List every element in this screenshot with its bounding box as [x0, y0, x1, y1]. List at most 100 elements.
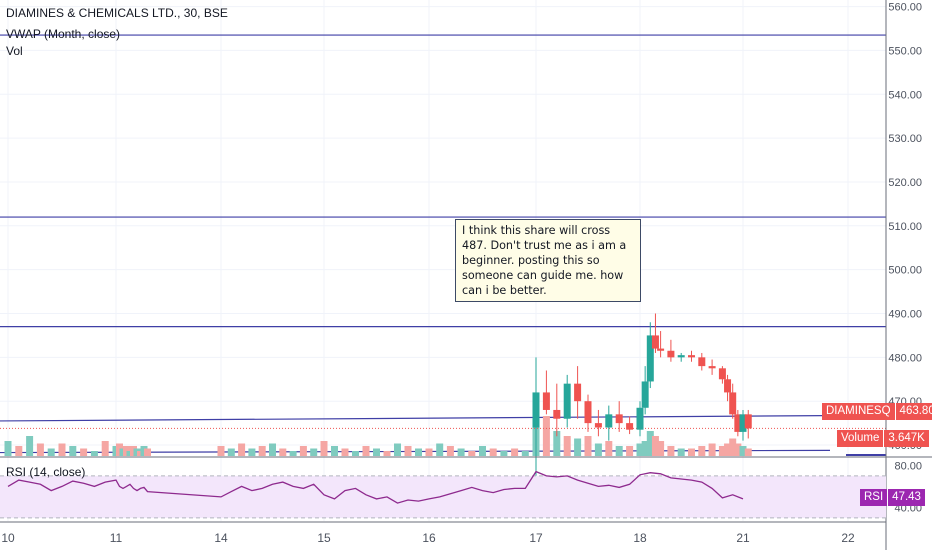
volume-bar [521, 451, 529, 456]
time-tick-label: 22 [841, 531, 855, 545]
volume-bar [688, 448, 695, 456]
volume-bar [729, 438, 737, 456]
volume-bar [69, 446, 77, 456]
volume-bar [489, 448, 497, 456]
volume-bar [4, 441, 12, 456]
volume-bar [258, 446, 266, 456]
volume-bar [373, 448, 380, 456]
volume-bar [553, 431, 561, 456]
volume-bar [299, 446, 307, 456]
volume-bar [468, 451, 476, 456]
volume-bar [404, 446, 412, 456]
volume-bar [657, 441, 665, 456]
volume-badge-value: 3.647K [883, 430, 928, 447]
chart-title[interactable]: DIAMINES & CHEMICALS LTD., 30, BSE [6, 6, 228, 20]
candle-body [563, 383, 571, 419]
volume-bar [594, 443, 602, 456]
volume-bar [289, 451, 297, 456]
volume-bar [341, 448, 349, 456]
volume-bar [574, 438, 582, 456]
volume-bar [667, 446, 675, 456]
volume-bar [479, 446, 486, 456]
volume-bar [584, 436, 592, 456]
candle-body [641, 381, 649, 408]
volume-bar [436, 443, 444, 456]
price-tick-label: 540.00 [888, 89, 922, 101]
time-tick-label: 10 [1, 531, 15, 545]
volume-bar [248, 448, 256, 456]
volume-indicator-label[interactable]: Vol [6, 44, 23, 58]
rsi-line [7, 470, 744, 504]
volume-bar [279, 448, 287, 456]
volume-badge: Volume 3.647K [837, 430, 929, 447]
volume-bar [320, 441, 328, 456]
candle-body [605, 414, 613, 428]
candle-body [739, 414, 747, 432]
rsi-badge-label: RSI [864, 491, 884, 503]
idea-annotation[interactable]: I think this share will cross 487. Don't… [455, 219, 641, 302]
time-tick-label: 21 [736, 531, 750, 545]
volume-bar [563, 436, 571, 456]
volume-bar [457, 448, 465, 456]
price-tick-label: 480.00 [888, 352, 922, 364]
candle-body [532, 392, 540, 428]
volume-bar [698, 446, 706, 456]
rsi-tick-label: 80.00 [894, 460, 922, 472]
candle-body [667, 350, 675, 358]
volume-bar [144, 448, 151, 456]
last-price-value: 463.80 [894, 403, 932, 420]
volume-bar [238, 443, 246, 456]
candle-body [636, 407, 644, 430]
volume-bar [542, 416, 550, 456]
candle-body [677, 355, 685, 358]
volume-bar [677, 448, 685, 456]
volume-bar [58, 443, 66, 456]
volume-bar [646, 431, 654, 456]
volume-bar [269, 443, 276, 456]
volume-bar [626, 446, 634, 456]
volume-bar [615, 446, 623, 456]
candle-body [542, 392, 550, 410]
volume-bar [425, 448, 433, 456]
price-tick-label: 520.00 [888, 177, 922, 189]
time-tick-label: 16 [422, 531, 436, 545]
time-tick-label: 15 [317, 531, 331, 545]
volume-bar [331, 446, 338, 456]
candle-body [729, 392, 737, 415]
candle-body [584, 401, 592, 424]
time-tick-label: 11 [110, 531, 123, 545]
volume-badge-label: Volume [841, 432, 880, 444]
volume-bar [310, 448, 318, 456]
candle-body [724, 379, 732, 393]
volume-bar [636, 443, 644, 456]
volume-bar [724, 443, 732, 456]
rsi-indicator-label[interactable]: RSI (14, close) [6, 465, 86, 479]
volume-bar [80, 448, 88, 456]
volume-bar [718, 446, 726, 456]
price-tick-label: 490.00 [888, 309, 922, 321]
time-tick-label: 18 [633, 531, 647, 545]
price-tick-label: 510.00 [888, 221, 922, 233]
volume-bar [47, 448, 55, 456]
candle-body [615, 414, 623, 424]
volume-bar [708, 443, 716, 456]
price-tick-label: 530.00 [888, 133, 922, 145]
candle-body [657, 348, 665, 351]
price-tick-label: 550.00 [888, 45, 922, 57]
volume-bar [217, 446, 225, 456]
volume-bar [605, 441, 613, 456]
candle-body [651, 335, 659, 349]
candle-body [734, 414, 742, 432]
candle-body [553, 409, 561, 419]
volume-bar [744, 448, 752, 456]
volume-bar [651, 436, 659, 456]
volume-bar [101, 441, 109, 456]
volume-bar [415, 448, 422, 456]
trend-line [0, 414, 887, 422]
vwap-indicator-label[interactable]: VWAP (Month, close) [6, 27, 121, 41]
volume-bar [362, 446, 370, 456]
volume-bar [446, 446, 454, 456]
volume-bar [90, 451, 98, 456]
volume-bar [26, 436, 34, 456]
